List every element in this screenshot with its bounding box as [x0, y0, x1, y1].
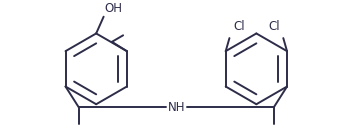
Text: NH: NH — [167, 100, 185, 114]
Text: OH: OH — [104, 2, 122, 15]
Text: Cl: Cl — [233, 20, 245, 33]
Text: Cl: Cl — [268, 20, 280, 33]
